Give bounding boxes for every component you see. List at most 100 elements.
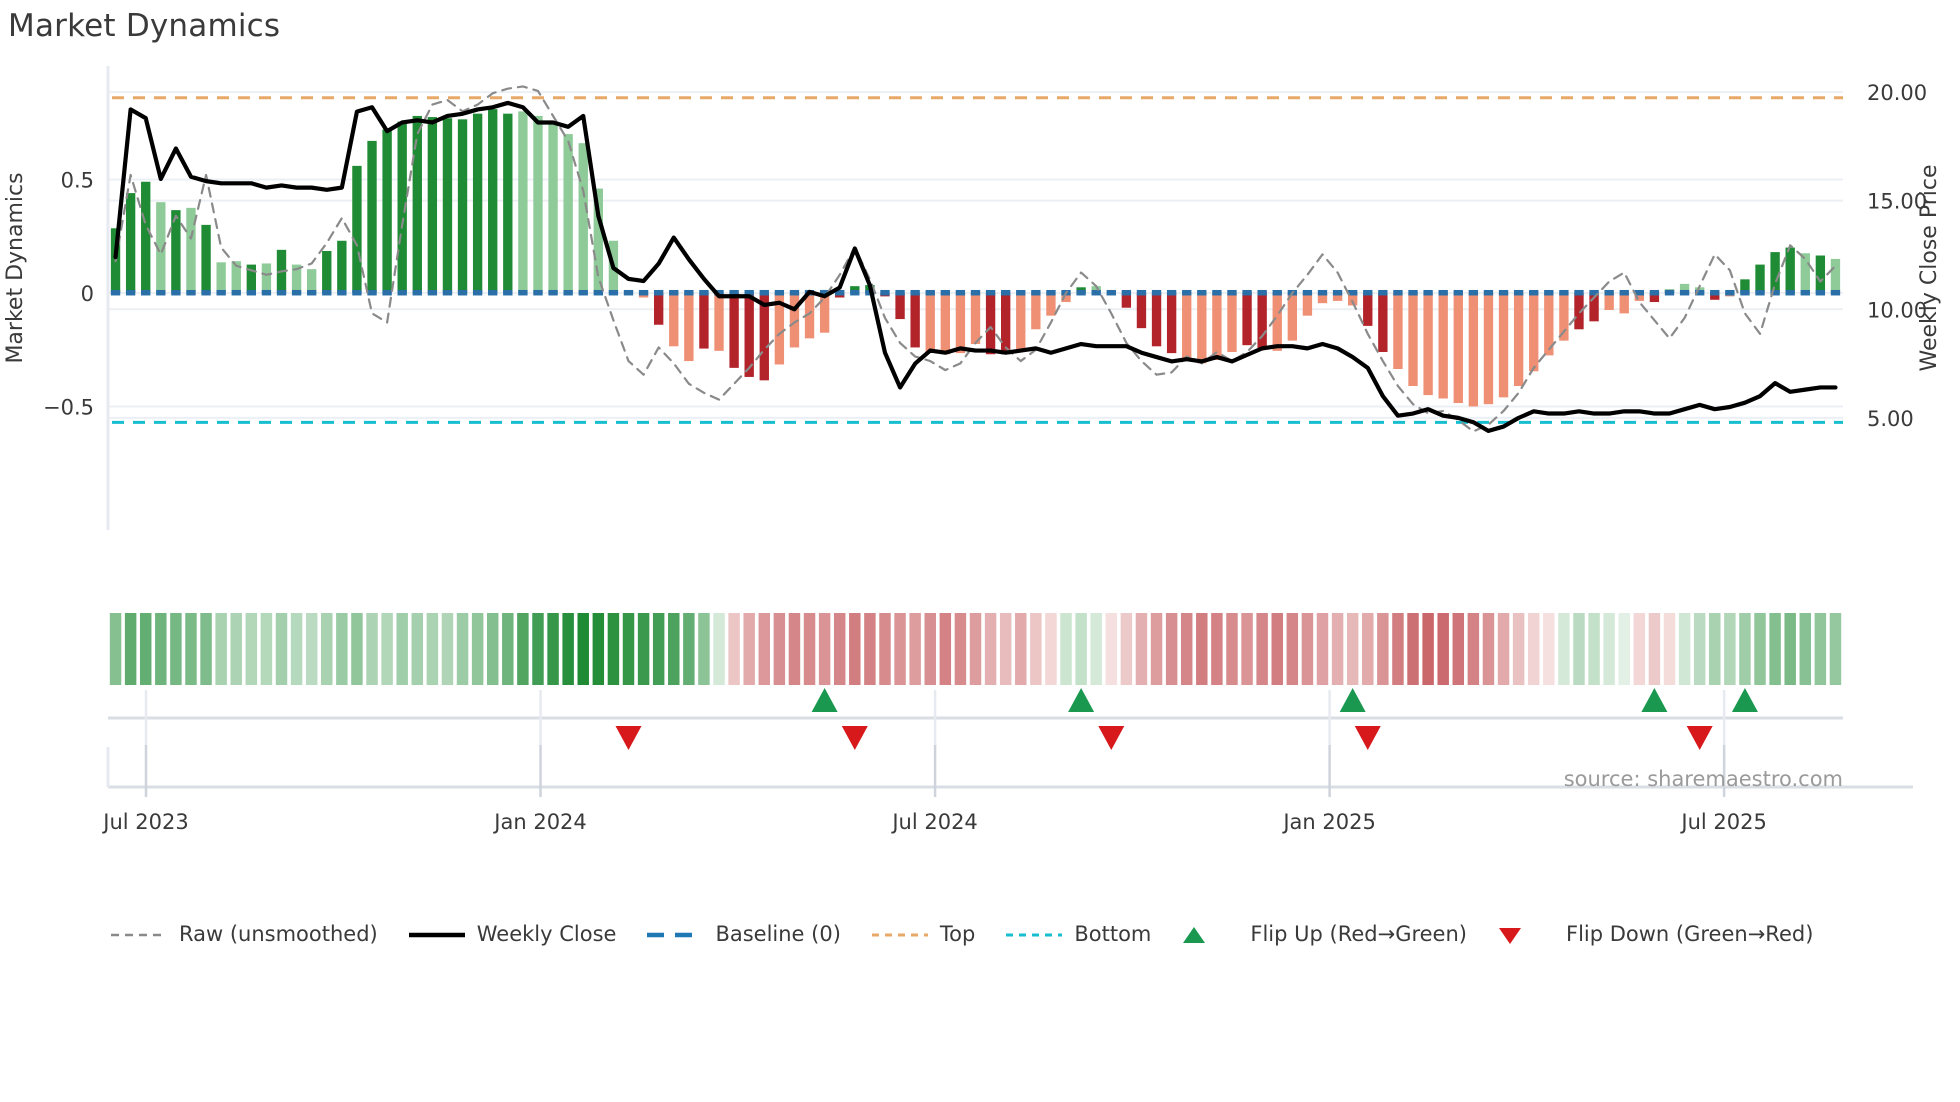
baseline-marker xyxy=(1016,289,1026,296)
y-axis-left-tick: −0.5 xyxy=(43,395,94,419)
bar xyxy=(1544,292,1554,356)
baseline-marker xyxy=(623,289,634,296)
baseline-marker xyxy=(684,289,694,296)
baseline-marker xyxy=(638,289,649,296)
heatmap-cell xyxy=(1558,613,1570,685)
baseline-marker xyxy=(789,289,800,296)
heatmap-cell xyxy=(1256,613,1268,685)
baseline-marker xyxy=(1347,289,1358,296)
bar xyxy=(653,292,664,325)
baseline-marker xyxy=(1046,289,1056,296)
baseline-marker xyxy=(1242,289,1252,296)
bar xyxy=(1016,292,1026,352)
legend-item[interactable]: Baseline (0) xyxy=(646,922,841,946)
heatmap-cell xyxy=(1316,613,1329,685)
baseline-marker xyxy=(246,289,257,296)
bar xyxy=(291,264,302,293)
baseline-marker xyxy=(925,289,935,296)
heatmap-cell xyxy=(622,613,635,685)
heatmap-cell xyxy=(200,613,212,685)
baseline-marker xyxy=(729,289,739,296)
baseline-marker xyxy=(125,289,136,296)
flip-down-marker[interactable] xyxy=(615,726,642,750)
flip-up-marker[interactable] xyxy=(1068,688,1095,712)
baseline-marker xyxy=(653,289,664,296)
legend-label: Raw (unsmoothed) xyxy=(179,922,378,946)
bar xyxy=(382,129,392,293)
y-axis-left-tick: 0.5 xyxy=(61,168,94,192)
heatmap-cell xyxy=(1799,613,1812,685)
bar xyxy=(141,181,151,293)
heatmap-cell xyxy=(698,613,710,685)
baseline-marker xyxy=(1000,289,1011,296)
heatmap-cell xyxy=(396,613,408,685)
bar xyxy=(186,207,196,293)
bar xyxy=(1453,292,1463,404)
bar xyxy=(397,121,407,293)
flip-up-marker[interactable] xyxy=(1641,688,1668,712)
x-axis-tick-label: Jul 2025 xyxy=(1679,810,1766,834)
baseline-marker xyxy=(1770,289,1780,296)
flip-up-marker[interactable] xyxy=(811,688,838,712)
heatmap-cell xyxy=(411,613,424,685)
x-axis-tick-label: Jan 2024 xyxy=(492,810,587,834)
x-axis-tick-label: Jul 2023 xyxy=(101,810,188,834)
legend-item[interactable]: Flip Down (Green→Red) xyxy=(1497,922,1813,946)
bar xyxy=(940,292,951,355)
heatmap-cell xyxy=(185,613,197,685)
flip-down-marker[interactable] xyxy=(1098,726,1125,750)
heatmap-cell xyxy=(1603,613,1615,685)
bar xyxy=(774,292,785,365)
bar xyxy=(1272,292,1282,351)
heatmap-cell xyxy=(1709,613,1721,685)
baseline-marker xyxy=(1619,289,1629,296)
flip-up-marker[interactable] xyxy=(1731,688,1758,712)
bar-series xyxy=(110,109,1841,407)
page-title: Market Dynamics xyxy=(8,8,281,44)
baseline-marker xyxy=(1166,289,1177,296)
legend-item[interactable]: Bottom xyxy=(1005,922,1151,946)
triangle-up-icon xyxy=(1181,924,1239,944)
heatmap-cell xyxy=(728,613,740,685)
heatmap-cell xyxy=(1331,613,1344,685)
heatmap-cell xyxy=(849,613,861,685)
heatmap-cell xyxy=(577,613,589,685)
heatmap-cell xyxy=(155,613,167,685)
flip-down-marker[interactable] xyxy=(841,726,868,750)
bar xyxy=(216,262,226,293)
y-axis-left-title: Market Dynamics xyxy=(3,172,28,363)
legend-label: Flip Down (Green→Red) xyxy=(1565,922,1814,946)
y-axis-right-title: Weekly Close Price xyxy=(1917,165,1942,372)
bar xyxy=(1740,279,1750,293)
flip-down-marker[interactable] xyxy=(1354,726,1381,750)
heatmap-cell xyxy=(1075,613,1087,685)
bar xyxy=(819,292,830,333)
legend-item[interactable]: Weekly Close xyxy=(408,922,616,946)
baseline-marker xyxy=(1393,289,1403,296)
flip-up-marker[interactable] xyxy=(1339,688,1366,712)
heatmap-cell xyxy=(1814,613,1827,685)
heatmap-cell xyxy=(381,613,393,685)
raw-unsmoothed-line xyxy=(114,85,1837,433)
bar xyxy=(563,134,573,293)
legend-item[interactable]: Raw (unsmoothed) xyxy=(110,922,378,946)
bar xyxy=(1287,292,1298,341)
bar xyxy=(1031,292,1041,330)
flip-down-marker[interactable] xyxy=(1686,726,1713,750)
heatmap-cell xyxy=(1452,613,1465,685)
baseline-marker xyxy=(759,289,769,296)
bar xyxy=(1649,292,1660,303)
heatmap-cell xyxy=(1512,613,1525,685)
bar xyxy=(1513,292,1524,387)
legend-item[interactable]: Top xyxy=(871,922,975,946)
baseline-marker xyxy=(1423,289,1433,296)
heatmap-cell xyxy=(1633,613,1646,685)
bar xyxy=(1061,292,1071,303)
baseline-marker xyxy=(669,289,679,296)
bar xyxy=(1197,292,1207,364)
baseline-marker xyxy=(337,289,347,296)
legend-item[interactable]: Flip Up (Red→Green) xyxy=(1181,922,1467,946)
bar xyxy=(1815,255,1826,293)
legend-label: Baseline (0) xyxy=(715,922,841,946)
bar xyxy=(1755,264,1765,293)
